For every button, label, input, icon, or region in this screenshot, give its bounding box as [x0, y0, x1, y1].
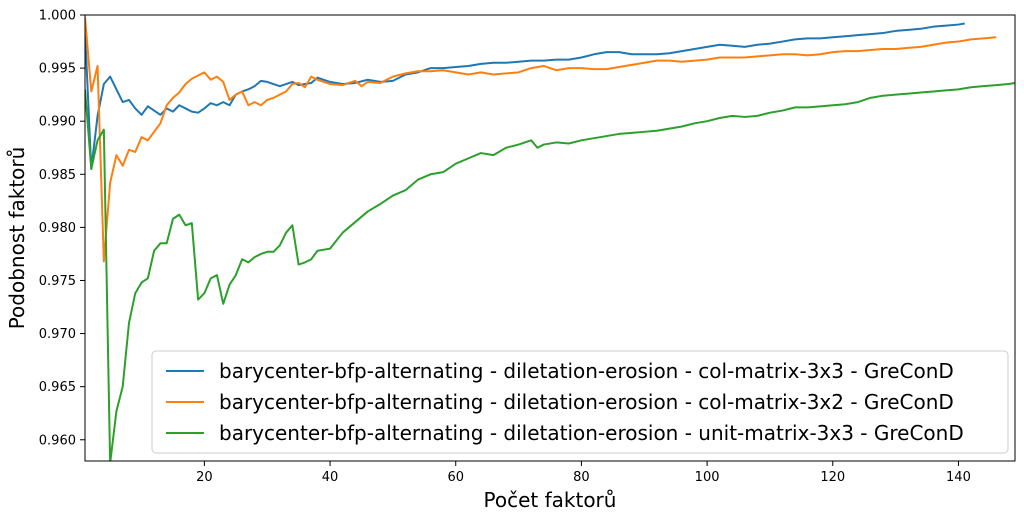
y-tick-label: 0.975: [39, 274, 76, 289]
legend-label-col-matrix-3x2: barycenter-bfp-alternating - diletation-…: [219, 390, 954, 414]
y-tick-label: 0.965: [39, 380, 76, 395]
x-tick-label: 100: [695, 470, 720, 485]
y-tick-label: 0.970: [39, 327, 76, 342]
x-tick-label: 140: [946, 470, 971, 485]
x-tick-label: 80: [573, 470, 590, 485]
plot-frame: [84, 14, 1016, 462]
y-tick-label: 0.990: [39, 115, 76, 130]
series-line-col-matrix-3x3: [85, 22, 965, 170]
x-tick-label: 20: [196, 470, 213, 485]
x-tick-label: 40: [322, 470, 339, 485]
y-tick-label: 0.980: [39, 221, 76, 236]
series-line-col-matrix-3x2: [85, 17, 997, 263]
x-axis: 20 40 60 80 100 120 140: [196, 461, 971, 485]
x-axis-label: Počet faktorů: [484, 488, 617, 512]
y-axis: 0.960 0.965 0.970 0.975 0.980 0.985 0.990 0.995…: [39, 9, 85, 448]
y-tick-label: 1.000: [39, 9, 76, 24]
y-tick-label: 0.985: [39, 168, 76, 183]
y-axis-label: Podobnost faktorů: [5, 147, 29, 330]
x-tick-label: 60: [447, 470, 464, 485]
y-tick-label: 0.960: [39, 433, 76, 448]
legend-label-col-matrix-3x3: barycenter-bfp-alternating - diletation-…: [219, 359, 954, 383]
y-tick-label: 0.995: [39, 62, 76, 77]
x-tick-label: 120: [820, 470, 845, 485]
series-line-unit-matrix-3x3: [85, 81, 1015, 461]
series-layer: [85, 17, 1015, 461]
legend-label-unit-matrix-3x3: barycenter-bfp-alternating - diletation-…: [219, 421, 964, 445]
legend-box: [151, 350, 1009, 454]
legend: barycenter-bfp-alternating - diletation-…: [151, 350, 1009, 454]
